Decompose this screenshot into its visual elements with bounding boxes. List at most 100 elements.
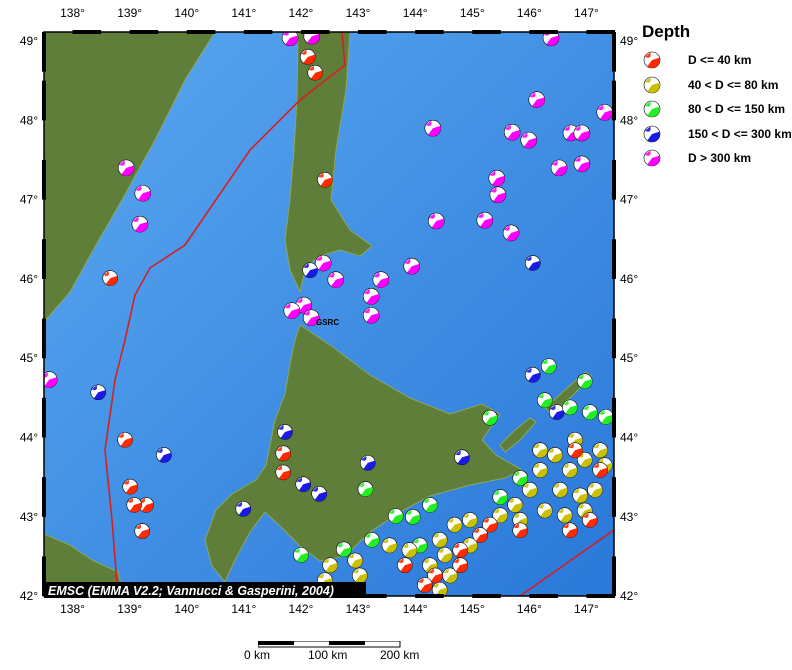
lat-label-right: 49° bbox=[620, 34, 638, 48]
focal-mechanism bbox=[462, 512, 478, 528]
focal-mechanism bbox=[431, 581, 448, 596]
lat-label-right: 43° bbox=[620, 510, 638, 524]
focal-mechanism bbox=[363, 531, 380, 548]
focal-mechanism bbox=[596, 104, 614, 121]
focal-mechanism bbox=[357, 481, 374, 497]
focal-mechanism bbox=[503, 123, 521, 141]
lon-label-bottom: 147° bbox=[574, 602, 599, 616]
lon-label-top: 141° bbox=[231, 6, 256, 20]
focal-mechanism bbox=[587, 482, 603, 498]
lon-label-top: 146° bbox=[517, 6, 542, 20]
focal-mechanism bbox=[335, 541, 352, 558]
focal-mechanism bbox=[520, 131, 538, 149]
focal-mechanism bbox=[405, 508, 421, 525]
focal-mechanism bbox=[156, 447, 172, 463]
focal-mechanism bbox=[403, 257, 421, 275]
focal-mechanism bbox=[532, 462, 548, 478]
focal-mechanism bbox=[311, 486, 328, 502]
kunashir bbox=[499, 417, 537, 453]
focal-mechanism bbox=[536, 502, 553, 519]
focal-mechanism bbox=[397, 557, 413, 573]
legend-beachball-icon bbox=[643, 76, 661, 94]
focal-mechanism bbox=[576, 451, 593, 468]
focal-mechanism bbox=[522, 482, 538, 498]
scale-bar: 0 km 100 km 200 km bbox=[244, 636, 419, 662]
focal-mechanism bbox=[556, 507, 573, 524]
lat-label-right: 46° bbox=[620, 272, 638, 286]
focal-mechanism bbox=[293, 547, 309, 563]
lon-label-bottom: 141° bbox=[231, 602, 256, 616]
scale-label-0: 0 km bbox=[244, 648, 271, 662]
focal-mechanism bbox=[524, 255, 541, 271]
focal-mechanism bbox=[401, 542, 418, 558]
focal-mechanism bbox=[277, 424, 293, 440]
lon-label-bottom: 143° bbox=[346, 602, 371, 616]
focal-mechanism bbox=[362, 288, 380, 305]
focal-mechanism bbox=[314, 254, 332, 272]
focal-mechanism bbox=[359, 455, 376, 471]
legend-item: 80 < D <= 150 km bbox=[642, 97, 792, 122]
plate-boundaries bbox=[104, 32, 614, 596]
focal-mechanism bbox=[381, 537, 398, 554]
lat-label-left: 42° bbox=[20, 589, 38, 603]
focal-mechanism bbox=[576, 373, 593, 389]
legend-label: 40 < D <= 80 km bbox=[688, 77, 779, 92]
focal-mechanism bbox=[387, 508, 404, 524]
lon-label-top: 140° bbox=[174, 6, 199, 20]
legend-beachball-icon bbox=[643, 100, 661, 118]
focal-mechanism bbox=[283, 302, 301, 319]
lon-label-bottom: 142° bbox=[289, 602, 314, 616]
credit-bg bbox=[44, 582, 366, 598]
scale-label-200: 200 km bbox=[380, 648, 420, 662]
lon-label-top: 138° bbox=[60, 6, 85, 20]
focal-mechanism bbox=[573, 155, 591, 173]
focal-mechanism bbox=[427, 212, 445, 230]
credit-text: EMSC (EMMA V2.2; Vannucci & Gasperini, 2… bbox=[48, 584, 334, 598]
hokkaido bbox=[204, 324, 524, 583]
focal-mechanism bbox=[275, 445, 292, 462]
focal-mechanism bbox=[492, 507, 509, 524]
focal-mechanism bbox=[524, 367, 541, 383]
focal-mechanism bbox=[327, 271, 345, 288]
focal-mechanism bbox=[117, 159, 135, 177]
focal-mechanism bbox=[512, 522, 529, 539]
legend-item: D <= 40 km bbox=[642, 48, 792, 73]
focal-mechanism bbox=[492, 489, 509, 505]
focal-mechanism bbox=[482, 516, 498, 533]
legend-label: 150 < D <= 300 km bbox=[688, 126, 792, 141]
legend-item: 40 < D <= 80 km bbox=[642, 73, 792, 98]
focal-mechanism bbox=[372, 271, 390, 288]
focal-mechanism bbox=[552, 482, 568, 498]
focal-mechanism bbox=[351, 567, 368, 584]
focal-mechanism bbox=[540, 358, 557, 374]
focal-mechanism bbox=[347, 552, 363, 569]
lon-label-top: 145° bbox=[460, 6, 485, 20]
lat-label-left: 43° bbox=[20, 510, 38, 524]
frame-ticks bbox=[42, 30, 616, 598]
lat-label-right: 47° bbox=[620, 193, 638, 207]
focal-mechanism bbox=[550, 159, 568, 177]
lon-label-top: 139° bbox=[117, 6, 142, 20]
focal-mechanism bbox=[302, 262, 318, 278]
focal-mechanism bbox=[582, 512, 598, 528]
focal-mechanism bbox=[489, 186, 507, 204]
focal-mechanism bbox=[562, 462, 578, 478]
focal-mechanism bbox=[431, 531, 448, 548]
focal-mechanism bbox=[437, 547, 453, 563]
focal-mechanism bbox=[592, 442, 608, 458]
focal-mechanism bbox=[275, 464, 292, 481]
focal-mechanism bbox=[427, 567, 443, 584]
legend-label: D <= 40 km bbox=[688, 53, 752, 68]
focal-mechanism bbox=[452, 542, 469, 558]
legend-item: D > 300 km bbox=[642, 146, 792, 171]
focal-mechanism bbox=[90, 384, 107, 401]
scale-bar-graphic bbox=[257, 640, 401, 648]
lon-label-top: 144° bbox=[403, 6, 428, 20]
focal-mechanism bbox=[122, 478, 139, 495]
focal-mechanism bbox=[138, 497, 155, 513]
sakhalin bbox=[284, 32, 373, 294]
focal-mechanism bbox=[547, 447, 563, 463]
focal-mechanism bbox=[472, 527, 489, 543]
focal-mechanism bbox=[117, 432, 133, 448]
